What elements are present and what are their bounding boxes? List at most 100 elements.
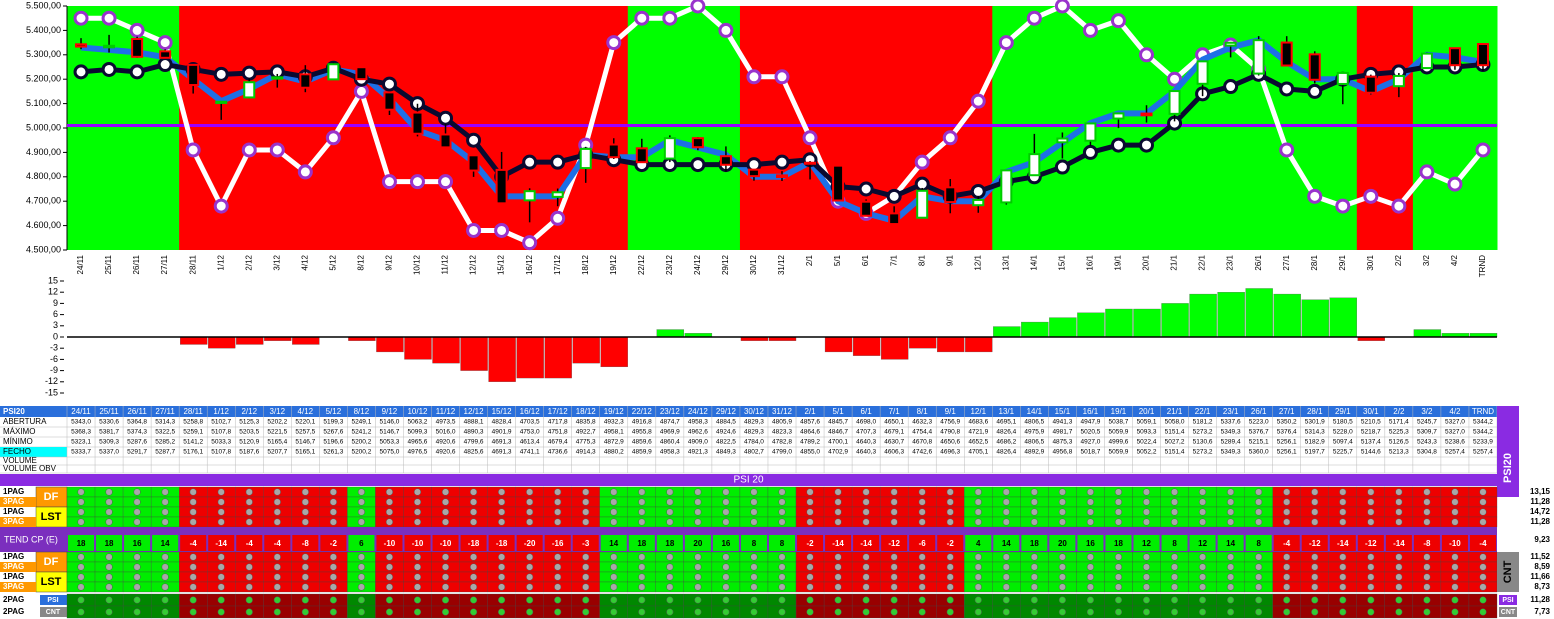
marker [494, 222, 510, 238]
header-date: 3/2 [1421, 407, 1433, 416]
cell-value: 4875,3 [1052, 439, 1072, 446]
indicator-dot [217, 608, 225, 616]
row-label: 3PAG [3, 582, 24, 591]
marker [1054, 159, 1070, 175]
cell-value: 5344,2 [1473, 429, 1493, 436]
indicator-dot [329, 498, 337, 506]
marker [157, 35, 173, 51]
indicator-dot [1086, 508, 1094, 516]
y-tick-label: 5.200,00 [26, 74, 61, 84]
y-tick-label: 0 [53, 331, 58, 341]
bar [404, 336, 432, 360]
indicator-dot [1002, 553, 1010, 561]
indicator-dot [1395, 498, 1403, 506]
indicator-dot [806, 573, 814, 581]
x-tick-label: 28/1 [1310, 254, 1319, 270]
indicator-dot [301, 553, 309, 561]
indicator-dot [470, 608, 478, 616]
row-label: 3PAG [3, 517, 24, 526]
cell-value: 5130,6 [1193, 439, 1213, 446]
indicator-dot [1283, 553, 1291, 561]
indicator-dot [470, 563, 478, 571]
bar [1245, 288, 1273, 338]
tend-value: -4 [1283, 539, 1291, 548]
indicator-dot [357, 498, 365, 506]
indicator-dot [1283, 518, 1291, 526]
indicator-dot [301, 508, 309, 516]
cell-value: 5102,7 [211, 419, 231, 426]
cell-value: 4860,4 [660, 439, 680, 446]
tend-cell [320, 535, 347, 551]
indicator-dot [666, 583, 674, 591]
tend-value: 8 [1172, 539, 1177, 548]
indicator-dot [245, 596, 253, 604]
tend-value: 4 [976, 539, 981, 548]
indicator-dot [189, 553, 197, 561]
x-tick-label: 30/1 [1366, 254, 1375, 270]
indicator-dot [778, 596, 786, 604]
header-date: 7/1 [889, 407, 901, 416]
tend-cell [1105, 535, 1132, 551]
y-tick-label: -12 [45, 376, 58, 386]
candle-body [243, 81, 256, 99]
indicator-dot [582, 508, 590, 516]
indicator-dot [862, 608, 870, 616]
indicator-dot [1199, 508, 1207, 516]
cell-value: 5181,2 [1193, 419, 1213, 426]
indicator-dot [301, 518, 309, 526]
indicator-dot [1367, 498, 1375, 506]
indicator-dot [806, 583, 814, 591]
indicator-dot [1367, 563, 1375, 571]
x-tick-label: 31/12 [777, 254, 786, 275]
indicator-dot [946, 583, 954, 591]
header-date: 28/1 [1307, 407, 1323, 416]
marker [1110, 13, 1126, 29]
bar [600, 336, 628, 368]
cell-value: 5233,9 [1473, 439, 1493, 446]
row-total: 13,15 [1530, 487, 1551, 496]
row-total: 11,28 [1530, 497, 1550, 506]
indicator-dot [217, 596, 225, 604]
indicator-dot [526, 488, 534, 496]
indicator-dot [722, 608, 730, 616]
indicator-dot [1451, 583, 1459, 591]
indicator-dot [806, 608, 814, 616]
tend-cell [572, 535, 599, 551]
row-label: VOLUME OBV [3, 464, 57, 473]
indicator-dot [357, 596, 365, 604]
header-date: 31/12 [772, 407, 793, 416]
column-background [235, 6, 264, 250]
indicator-dot [918, 563, 926, 571]
indicator-dot [1030, 608, 1038, 616]
row-total: 11,28 [1530, 517, 1550, 526]
indicator-dot [722, 488, 730, 496]
tend-value: -18 [496, 539, 508, 548]
indicator-dot [1311, 488, 1319, 496]
header-date: 19/1 [1111, 407, 1127, 416]
indicator-dot [1086, 563, 1094, 571]
indicator-dot [498, 583, 506, 591]
x-tick-label: 5/12 [328, 254, 337, 270]
indicator-dot [105, 508, 113, 516]
x-tick-label: 3/12 [272, 254, 281, 270]
row-label: 1PAG [3, 507, 24, 516]
indicator-dot [1255, 583, 1263, 591]
indicator-dot [1367, 518, 1375, 526]
indicator-dot [1479, 498, 1487, 506]
indicator-dot [918, 553, 926, 561]
cell-value: 5287,6 [127, 439, 147, 446]
cell-value: 5273,2 [1193, 429, 1213, 436]
cell-value: 4909,0 [688, 439, 708, 446]
cell-value: 4823,3 [772, 429, 792, 436]
indicator-dot [946, 608, 954, 616]
indicator-dot [273, 553, 281, 561]
indicator-dot [413, 488, 422, 496]
indicator-dot [834, 573, 842, 581]
tend-value: 12 [1198, 539, 1207, 548]
cell-value: 4695,1 [996, 419, 1016, 426]
x-tick-label: 23/12 [665, 254, 674, 275]
cell-value: 4802,7 [744, 449, 764, 456]
indicator-dot [638, 608, 646, 616]
indicator-dot [329, 553, 337, 561]
marker [942, 130, 958, 146]
